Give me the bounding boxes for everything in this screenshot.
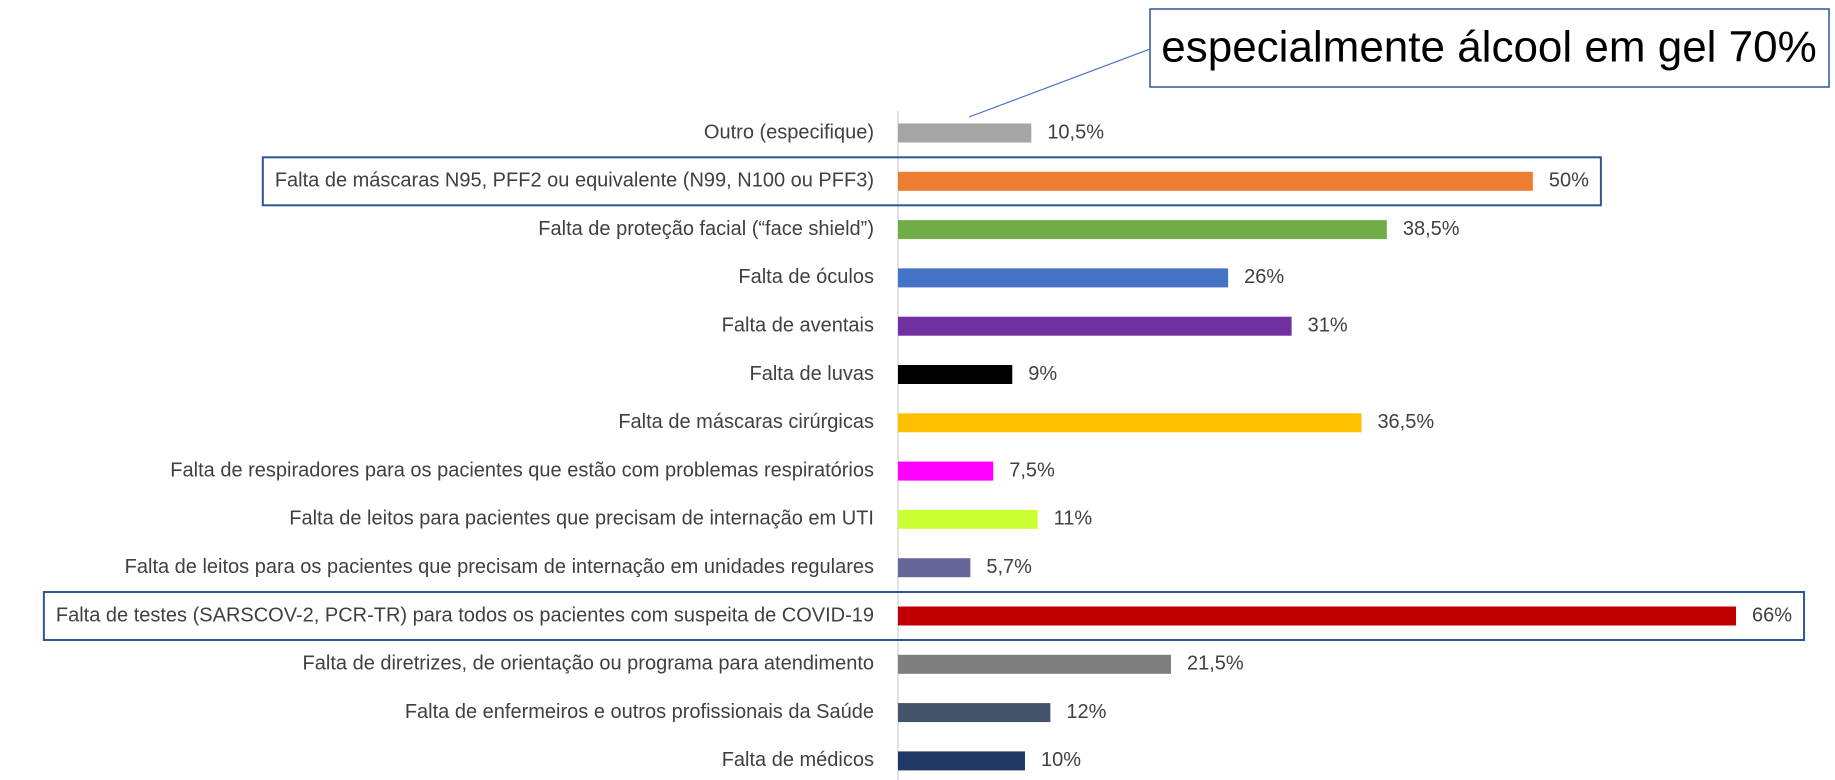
- bar: [898, 220, 1387, 240]
- category-label: Falta de enfermeiros e outros profission…: [405, 701, 874, 723]
- data-label: 26%: [1244, 266, 1284, 288]
- data-label: 12%: [1066, 701, 1106, 723]
- data-label: 9%: [1028, 363, 1057, 385]
- category-label: Falta de luvas: [749, 363, 874, 385]
- category-label: Falta de leitos para pacientes que preci…: [289, 508, 874, 530]
- category-label: Falta de máscaras N95, PFF2 ou equivalen…: [275, 170, 874, 192]
- bar: [898, 654, 1171, 674]
- category-label: Falta de testes (SARSCOV-2, PCR-TR) para…: [56, 604, 874, 626]
- bar: [898, 268, 1229, 288]
- data-label: 11%: [1054, 508, 1093, 530]
- bar: [898, 316, 1292, 336]
- bar: [898, 365, 1013, 384]
- annotation-box: [1149, 8, 1830, 88]
- category-label: Falta de máscaras cirúrgicas: [618, 411, 874, 433]
- category-label: Falta de leitos para os pacientes que pr…: [125, 556, 874, 578]
- data-label: 10,5%: [1047, 121, 1104, 143]
- category-label: Falta de óculos: [738, 266, 874, 288]
- data-label: 7,5%: [1009, 459, 1055, 481]
- annotation-leader: [968, 48, 1151, 118]
- data-label: 38,5%: [1403, 218, 1460, 240]
- bar: [898, 558, 971, 578]
- data-label: 5,7%: [986, 556, 1032, 578]
- data-label: 50%: [1549, 170, 1589, 192]
- highlight-box: [42, 591, 1806, 641]
- category-label: Falta de proteção facial (“face shield”): [538, 218, 874, 240]
- category-label: Outro (especifique): [704, 121, 874, 143]
- highlight-box: [261, 156, 1602, 207]
- bar: [898, 123, 1032, 143]
- bar: [898, 413, 1362, 433]
- data-label: 66%: [1752, 604, 1792, 626]
- data-label: 31%: [1308, 314, 1348, 336]
- category-label: Falta de aventais: [722, 314, 874, 336]
- data-label: 10%: [1041, 749, 1081, 771]
- bar: [898, 606, 1736, 626]
- category-label: Falta de médicos: [722, 749, 874, 771]
- data-label: 21,5%: [1187, 653, 1244, 675]
- annotation: especialmente álcool em gel 70%: [1161, 23, 1817, 72]
- category-label: Falta de diretrizes, de orientação ou pr…: [303, 653, 874, 675]
- bar: [898, 171, 1533, 191]
- category-label: Falta de respiradores para os pacientes …: [170, 459, 874, 481]
- bar: [898, 509, 1038, 529]
- data-label: 36,5%: [1377, 411, 1434, 433]
- bar: [898, 703, 1051, 723]
- bar: [898, 461, 994, 481]
- bar: [898, 751, 1025, 771]
